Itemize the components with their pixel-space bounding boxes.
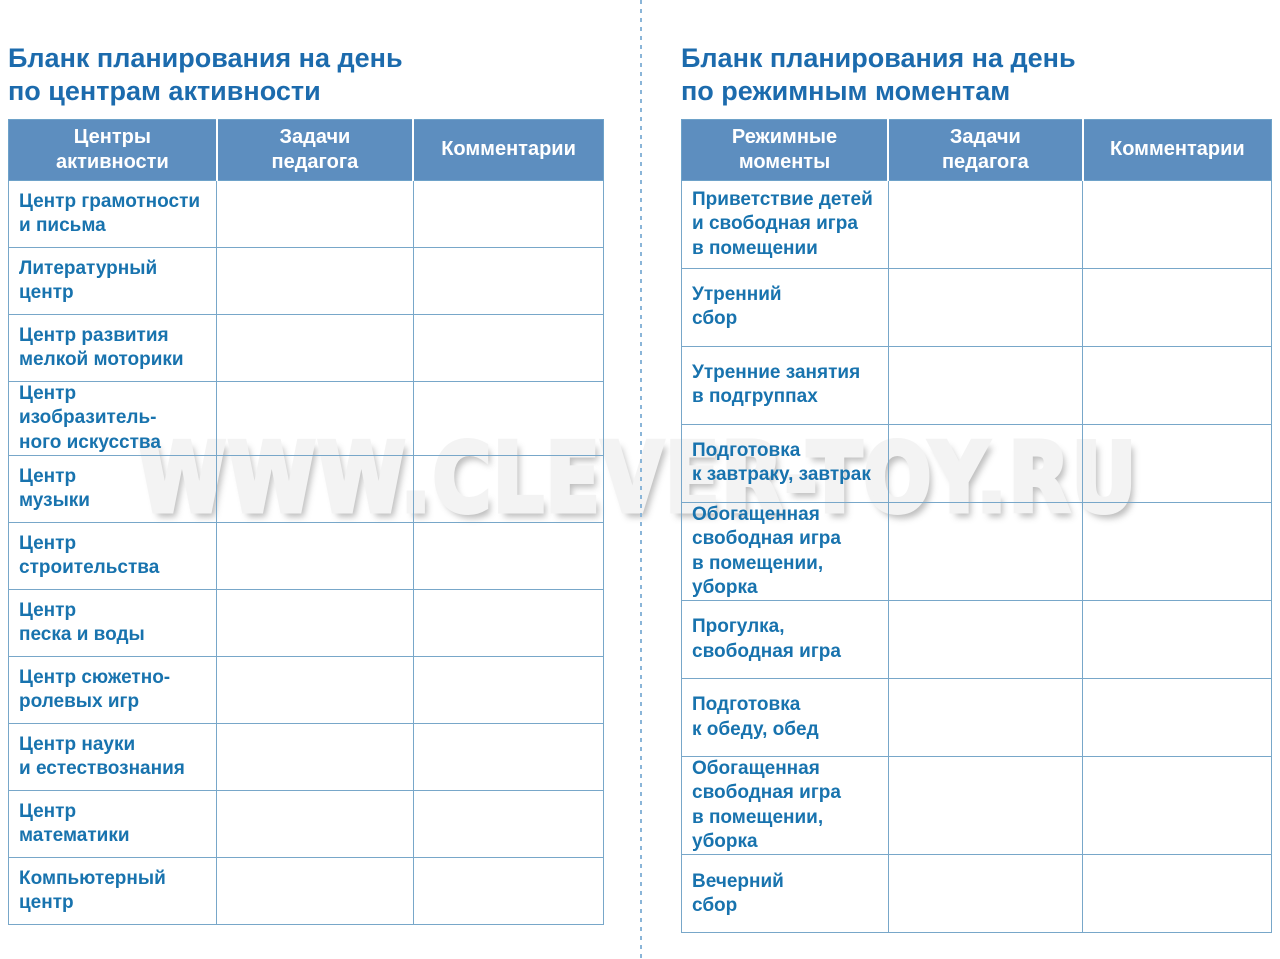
activity-label: Литературный центр: [7, 246, 218, 315]
activity-centers-form-title: Бланк планирования на день по центрам ак…: [8, 42, 604, 108]
activity-label: Центр развития мелкой моторики: [7, 313, 218, 382]
table-row: Приветствие детей и свободная игра в пом…: [681, 179, 1272, 269]
table-row: Центр развития мелкой моторики: [7, 313, 605, 382]
table-row: Центр сюжетно- ролевых игр: [7, 655, 605, 724]
comments-cell: [1082, 678, 1272, 758]
comments-cell: [412, 179, 605, 248]
comments-cell: [412, 789, 605, 858]
activity-label: Центр песка и воды: [7, 588, 218, 657]
activity-centers-form: Бланк планирования на день по центрам ак…: [7, 42, 605, 925]
activity-label: Компьютерный центр: [7, 856, 218, 925]
comments-cell: [1082, 756, 1272, 856]
comments-cell: [1082, 345, 1272, 425]
comments-cell: [412, 454, 605, 523]
table-row: Обогащенная свободная игра в помещении, …: [681, 756, 1272, 856]
tasks-cell: [216, 722, 414, 791]
column-header-regime-moments: Режимные моменты: [681, 118, 889, 181]
form-title-line1: Бланк планирования на день: [681, 43, 1076, 73]
activity-label: Центр математики: [7, 789, 218, 858]
table-header-row: Режимные моменты Задачи педагога Коммент…: [681, 118, 1272, 181]
column-header-teacher-tasks: Задачи педагога: [887, 118, 1084, 181]
column-header-comments: Комментарии: [1081, 118, 1272, 181]
tasks-cell: [216, 454, 414, 523]
comments-cell: [412, 313, 605, 382]
tasks-cell: [887, 501, 1084, 602]
page-divider-dashed-line: [640, 0, 642, 959]
moment-label: Подготовка к завтраку, завтрак: [681, 423, 889, 503]
moment-label: Обогащенная свободная игра в помещении, …: [681, 756, 889, 856]
activity-label: Центр строительства: [7, 521, 218, 590]
table-row: Литературный центр: [7, 246, 605, 315]
column-header-teacher-tasks: Задачи педагога: [215, 118, 414, 181]
table-row: Центр грамотности и письма: [7, 179, 605, 248]
tasks-cell: [887, 678, 1084, 758]
moment-label: Обогащенная свободная игра в помещении, …: [681, 501, 889, 602]
tasks-cell: [216, 246, 414, 315]
tasks-cell: [216, 179, 414, 248]
comments-cell: [412, 655, 605, 724]
moment-label: Вечерний сбор: [681, 854, 889, 934]
tasks-cell: [216, 521, 414, 590]
activity-label: Центр музыки: [7, 454, 218, 523]
activity-label: Центр грамотности и письма: [7, 179, 218, 248]
table-row: Центр музыки: [7, 454, 605, 523]
table-row: Центр науки и естествознания: [7, 722, 605, 791]
activity-centers-table: Центры активности Задачи педагога Коммен…: [7, 118, 605, 925]
comments-cell: [412, 380, 605, 456]
moment-label: Прогулка, свободная игра: [681, 600, 889, 680]
tasks-cell: [887, 756, 1084, 856]
moment-label: Приветствие детей и свободная игра в пом…: [681, 179, 889, 269]
regime-moments-table: Режимные моменты Задачи педагога Коммент…: [681, 118, 1272, 934]
comments-cell: [1082, 501, 1272, 602]
column-header-activity-centers: Центры активности: [7, 118, 218, 181]
tasks-cell: [887, 600, 1084, 680]
comments-cell: [1082, 423, 1272, 503]
form-title-line2: по режимным моментам: [681, 75, 1011, 106]
tasks-cell: [887, 345, 1084, 425]
activity-label: Центр науки и естествознания: [7, 722, 218, 791]
activity-label: Центр сюжетно- ролевых игр: [7, 655, 218, 724]
regime-moments-form-title: Бланк планирования на день по режимным м…: [681, 42, 1272, 108]
table-row: Центр изобразитель- ного искусства: [7, 380, 605, 456]
moment-label: Подготовка к обеду, обед: [681, 678, 889, 758]
table-row: Утренние занятия в подгруппах: [681, 345, 1272, 425]
table-row: Прогулка, свободная игра: [681, 600, 1272, 680]
table-row: Компьютерный центр: [7, 856, 605, 925]
tasks-cell: [887, 854, 1084, 934]
tasks-cell: [216, 789, 414, 858]
table-row: Утренний сбор: [681, 267, 1272, 347]
table-row: Центр математики: [7, 789, 605, 858]
table-row: Центр песка и воды: [7, 588, 605, 657]
table-row: Вечерний сбор: [681, 854, 1272, 934]
form-title-line2: по центрам активности: [8, 75, 321, 106]
activity-label: Центр изобразитель- ного искусства: [7, 380, 218, 456]
tasks-cell: [216, 313, 414, 382]
moment-label: Утренний сбор: [681, 267, 889, 347]
comments-cell: [412, 856, 605, 925]
comments-cell: [412, 722, 605, 791]
comments-cell: [1082, 179, 1272, 269]
table-row: Центр строительства: [7, 521, 605, 590]
table-row: Обогащенная свободная игра в помещении, …: [681, 501, 1272, 602]
column-header-comments: Комментарии: [412, 118, 605, 181]
table-header-row: Центры активности Задачи педагога Коммен…: [7, 118, 605, 181]
tasks-cell: [216, 588, 414, 657]
comments-cell: [412, 521, 605, 590]
comments-cell: [1082, 854, 1272, 934]
table-row: Подготовка к завтраку, завтрак: [681, 423, 1272, 503]
table-row: Подготовка к обеду, обед: [681, 678, 1272, 758]
form-title-line1: Бланк планирования на день: [8, 43, 403, 73]
comments-cell: [1082, 267, 1272, 347]
tasks-cell: [887, 267, 1084, 347]
comments-cell: [412, 246, 605, 315]
tasks-cell: [216, 380, 414, 456]
comments-cell: [412, 588, 605, 657]
comments-cell: [1082, 600, 1272, 680]
moment-label: Утренние занятия в подгруппах: [681, 345, 889, 425]
tasks-cell: [216, 856, 414, 925]
tasks-cell: [216, 655, 414, 724]
tasks-cell: [887, 423, 1084, 503]
tasks-cell: [887, 179, 1084, 269]
regime-moments-form: Бланк планирования на день по режимным м…: [681, 42, 1272, 934]
